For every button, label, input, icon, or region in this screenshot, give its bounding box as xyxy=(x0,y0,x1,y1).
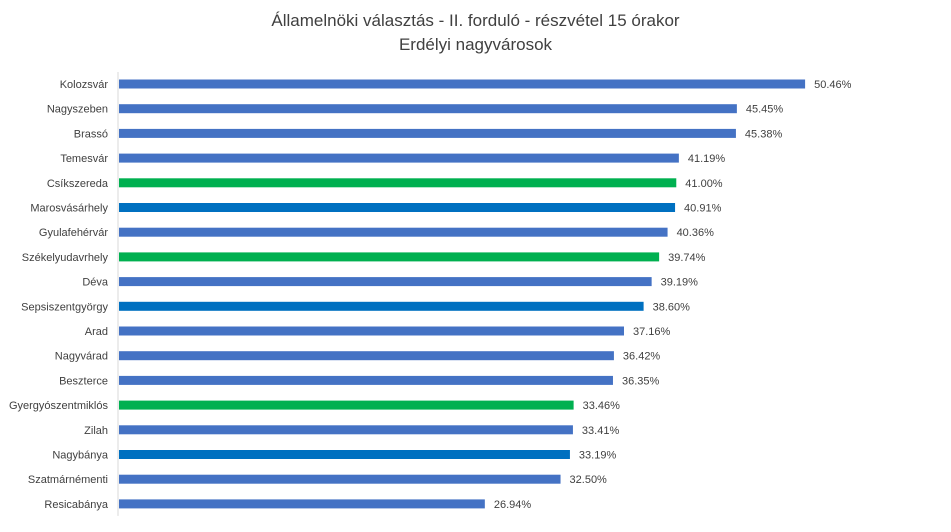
data-label: 41.00% xyxy=(685,178,723,190)
data-label: 33.19% xyxy=(579,450,617,462)
bar xyxy=(119,375,613,385)
bar xyxy=(119,351,614,361)
data-label: 40.36% xyxy=(677,227,715,239)
category-label: Csíkszereda xyxy=(47,178,109,190)
category-label: Arad xyxy=(85,326,108,338)
bar xyxy=(119,178,677,188)
bar xyxy=(119,425,573,435)
data-label: 45.38% xyxy=(745,128,783,140)
category-label: Temesvár xyxy=(60,153,108,165)
category-label: Beszterce xyxy=(59,375,108,387)
bar xyxy=(119,79,806,89)
bar xyxy=(119,252,660,262)
bar xyxy=(119,499,485,509)
category-label: Nagyszeben xyxy=(47,104,108,116)
bar xyxy=(119,227,668,237)
bar xyxy=(119,400,574,410)
data-label: 32.50% xyxy=(570,474,608,486)
category-label: Zilah xyxy=(84,425,108,437)
chart-title: Államelnöki választás - II. forduló - ré… xyxy=(271,11,680,30)
data-label: 50.46% xyxy=(814,79,852,91)
category-label: Székelyudavrhely xyxy=(22,252,109,264)
data-label: 33.41% xyxy=(582,425,620,437)
category-label: Marosvásárhely xyxy=(30,203,108,215)
bar xyxy=(119,104,737,114)
data-label: 38.60% xyxy=(653,301,691,313)
category-label: Sepsiszentgyörgy xyxy=(21,301,108,313)
bar xyxy=(119,277,652,287)
category-label: Szatmárnémenti xyxy=(28,474,108,486)
data-label: 36.42% xyxy=(623,351,661,363)
category-label: Brassó xyxy=(74,128,108,140)
data-label: 39.19% xyxy=(661,277,699,289)
category-label: Nagyvárad xyxy=(55,351,108,363)
bar xyxy=(119,450,570,459)
data-label: 37.16% xyxy=(633,326,671,338)
data-label: 26.94% xyxy=(494,499,532,511)
data-label: 45.45% xyxy=(746,104,784,116)
data-label: 33.46% xyxy=(583,400,621,412)
chart-subtitle: Erdélyi nagyvárosok xyxy=(398,35,553,54)
bar xyxy=(119,203,676,212)
category-label: Gyulafehérvár xyxy=(39,227,108,239)
data-label: 41.19% xyxy=(688,153,726,165)
bar xyxy=(119,474,561,484)
data-label: 36.35% xyxy=(622,375,660,387)
bar xyxy=(119,326,624,336)
category-label: Resicabánya xyxy=(44,499,108,511)
data-label: 39.74% xyxy=(668,252,706,264)
data-label: 40.91% xyxy=(684,203,722,215)
bar xyxy=(119,153,679,163)
category-label: Kolozsvár xyxy=(60,79,109,91)
bar xyxy=(119,128,736,138)
category-label: Déva xyxy=(82,277,109,289)
category-label: Nagybánya xyxy=(52,450,109,462)
bar xyxy=(119,301,644,311)
category-label: Gyergyószentmiklós xyxy=(9,400,109,412)
